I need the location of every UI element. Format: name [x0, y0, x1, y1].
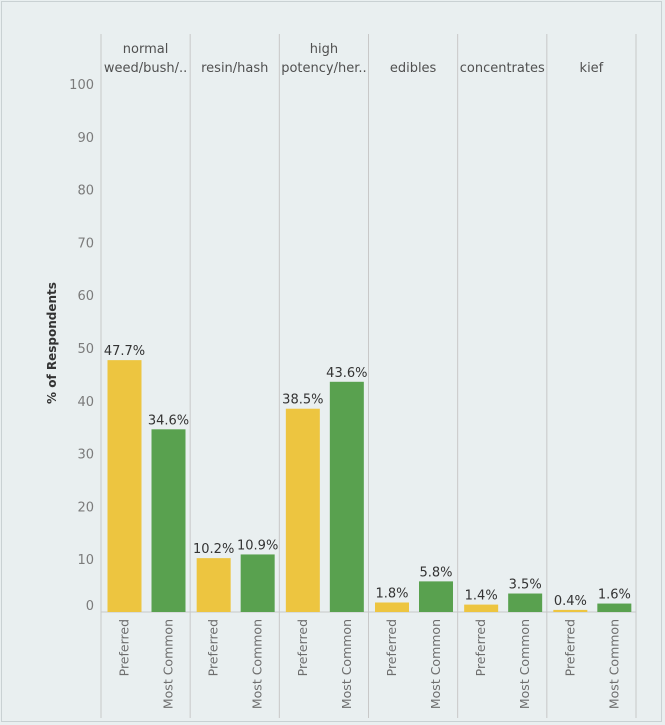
bar-most-common: [329, 381, 364, 612]
y-tick-label: 70: [77, 236, 94, 251]
facet-header-label: normal: [123, 42, 169, 57]
data-label: 5.8%: [419, 565, 452, 580]
y-tick-label: 10: [77, 553, 94, 568]
category-label: Most Common: [161, 619, 176, 709]
data-label: 1.4%: [465, 589, 498, 604]
category-label: Most Common: [517, 619, 532, 709]
bar-preferred: [285, 408, 320, 612]
category-label: Most Common: [250, 619, 265, 709]
y-tick-label: 80: [77, 184, 94, 199]
bar-most-common: [597, 603, 632, 612]
facet-header-label: concentrates: [460, 61, 545, 76]
data-label: 38.5%: [282, 393, 323, 408]
category-label: Preferred: [473, 619, 488, 676]
y-axis-label: % of Respondents: [45, 282, 59, 404]
facet-header-label: high: [310, 42, 338, 57]
category-label: Preferred: [117, 619, 132, 676]
bar-preferred: [464, 604, 499, 612]
data-label: 10.9%: [237, 538, 278, 553]
y-tick-label: 30: [77, 448, 94, 463]
facet-header-label: potency/her..: [281, 61, 366, 76]
bar-preferred: [375, 602, 409, 612]
category-label: Preferred: [295, 619, 310, 676]
category-label: Most Common: [428, 619, 443, 709]
data-label: 0.4%: [554, 594, 587, 609]
category-label: Preferred: [206, 619, 221, 676]
facet-header-label: kief: [580, 61, 604, 76]
data-label: 34.6%: [148, 413, 189, 428]
category-label: Most Common: [339, 619, 354, 709]
bar-most-common: [419, 581, 453, 612]
bar-most-common: [151, 429, 186, 612]
bar-preferred: [107, 360, 142, 612]
y-tick-label: 20: [77, 500, 94, 515]
category-label: Preferred: [562, 619, 577, 676]
data-label: 1.8%: [375, 586, 408, 601]
bar-preferred: [196, 558, 231, 612]
y-tick-label: 0: [86, 599, 94, 614]
facet-header-label: weed/bush/..: [104, 61, 187, 76]
y-tick-label: 50: [77, 342, 94, 357]
bar-most-common: [240, 554, 275, 612]
data-label: 3.5%: [509, 578, 542, 593]
bar-most-common: [508, 593, 543, 612]
bar-preferred: [553, 609, 588, 612]
facet-header-label: edibles: [390, 61, 437, 76]
facet-header-label: resin/hash: [201, 61, 268, 76]
y-tick-label: 90: [77, 131, 94, 146]
data-label: 10.2%: [193, 542, 234, 557]
y-tick-label: 100: [69, 78, 94, 93]
data-label: 43.6%: [326, 366, 367, 381]
data-label: 47.7%: [104, 344, 145, 359]
y-tick-label: 60: [77, 289, 94, 304]
category-label: Most Common: [606, 619, 621, 709]
category-label: Preferred: [384, 619, 399, 676]
y-tick-label: 40: [77, 395, 94, 410]
data-label: 1.6%: [598, 588, 631, 603]
